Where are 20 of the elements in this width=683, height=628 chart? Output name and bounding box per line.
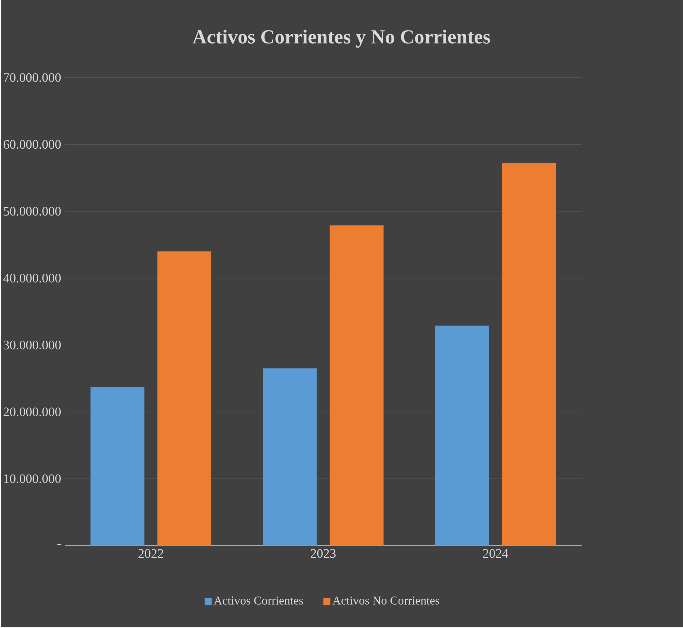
y-tick-label: 20.000.000 xyxy=(4,408,61,417)
y-tick-label: 10.000.000 xyxy=(4,474,61,484)
bar xyxy=(330,226,384,546)
x-tick-label: 2024 xyxy=(483,550,508,558)
x-tick-label: 2023 xyxy=(311,550,336,558)
bar xyxy=(263,368,317,546)
y-tick-label: 50.000.000 xyxy=(4,207,61,216)
y-tick-label: - xyxy=(58,544,62,546)
bar xyxy=(90,388,145,546)
x-tick-label: 2022 xyxy=(138,550,164,558)
chart-title: Activos Corrientes y No Corrientes xyxy=(192,30,490,48)
bar xyxy=(158,252,212,546)
legend-label: Activos Corrientes xyxy=(214,596,304,605)
y-tick-label: 60.000.000 xyxy=(4,140,61,150)
bar xyxy=(502,164,556,546)
legend-label: Activos No Corrientes xyxy=(332,596,440,605)
bar xyxy=(435,326,490,546)
y-tick-label: 40.000.000 xyxy=(4,274,61,283)
y-tick-label: 70.000.000 xyxy=(4,74,61,82)
y-tick-label: 30.000.000 xyxy=(4,341,61,350)
